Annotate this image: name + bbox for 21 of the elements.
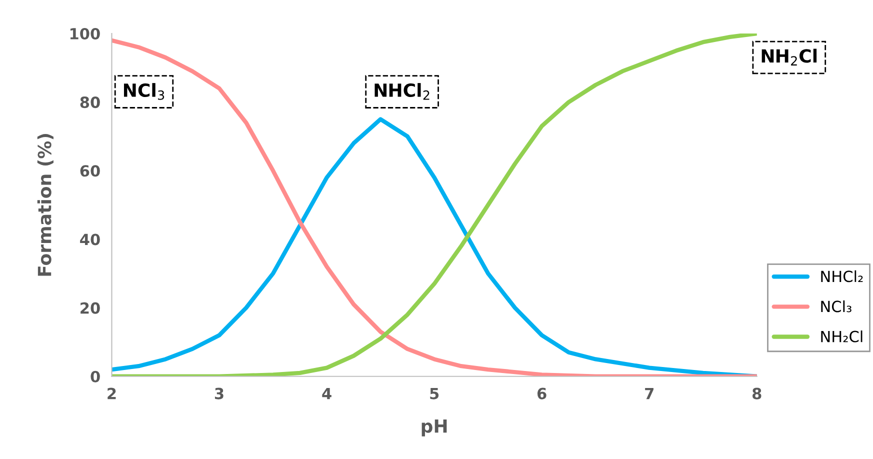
legend-label: NCl₃ — [821, 300, 852, 312]
x-tick-label: 8 — [752, 388, 762, 400]
y-axis-title: Formation (%) — [37, 134, 54, 276]
x-tick-label: 6 — [537, 388, 546, 400]
y-tick-label: 20 — [80, 302, 100, 314]
x-tick-label: 7 — [645, 388, 654, 400]
x-tick-label: 3 — [214, 388, 224, 400]
y-tick-label: 40 — [80, 234, 100, 246]
y-tick-label: 100 — [70, 28, 100, 40]
x-tick-label: 4 — [322, 388, 332, 400]
text: NH$_{2}$Cl — [762, 48, 817, 66]
y-tick-label: 0 — [90, 370, 100, 382]
annotation: NCl$_{3}$ — [124, 83, 164, 100]
x-tick-label: 5 — [430, 388, 439, 400]
y-tick-label: 60 — [80, 165, 100, 177]
x-axis-title: pH — [422, 420, 447, 436]
legend-label: NH₂Cl — [821, 330, 862, 342]
y-tick-label: 80 — [80, 96, 100, 108]
legend-label: NHCl₂ — [821, 270, 863, 282]
annotation: NHCl$_{2}$ — [374, 83, 430, 100]
x-tick-label: 2 — [108, 388, 116, 400]
